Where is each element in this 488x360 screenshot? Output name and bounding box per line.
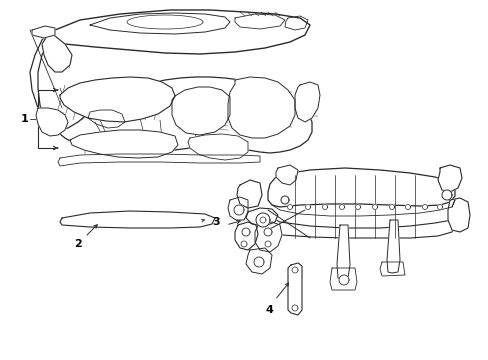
Polygon shape	[379, 262, 404, 276]
Polygon shape	[441, 190, 451, 200]
Polygon shape	[60, 77, 175, 122]
Polygon shape	[275, 165, 297, 185]
Polygon shape	[291, 305, 297, 311]
Polygon shape	[447, 198, 469, 232]
Text: 3: 3	[212, 217, 220, 227]
Text: 2: 2	[74, 239, 81, 249]
Polygon shape	[70, 130, 178, 158]
Polygon shape	[227, 197, 247, 220]
Polygon shape	[287, 263, 302, 315]
Polygon shape	[322, 204, 327, 210]
Polygon shape	[405, 204, 409, 210]
Polygon shape	[234, 205, 244, 215]
Polygon shape	[329, 268, 356, 290]
Polygon shape	[372, 204, 377, 210]
Polygon shape	[227, 77, 294, 138]
Polygon shape	[241, 241, 246, 247]
Polygon shape	[422, 204, 427, 210]
Polygon shape	[256, 213, 269, 227]
Polygon shape	[242, 228, 249, 236]
Polygon shape	[267, 218, 454, 238]
Polygon shape	[42, 32, 72, 72]
Polygon shape	[36, 108, 68, 136]
Polygon shape	[291, 267, 297, 273]
Polygon shape	[32, 26, 55, 38]
Polygon shape	[287, 204, 292, 210]
Polygon shape	[245, 208, 278, 226]
Polygon shape	[355, 204, 360, 210]
Polygon shape	[30, 32, 311, 153]
Polygon shape	[42, 10, 309, 54]
Polygon shape	[437, 204, 442, 210]
Polygon shape	[237, 180, 262, 208]
Polygon shape	[58, 154, 260, 166]
Polygon shape	[437, 165, 461, 192]
Polygon shape	[294, 82, 319, 122]
Polygon shape	[386, 220, 399, 273]
Polygon shape	[254, 222, 282, 252]
Polygon shape	[264, 228, 271, 236]
Polygon shape	[389, 204, 394, 210]
Polygon shape	[267, 168, 454, 207]
Text: 1: 1	[20, 114, 28, 124]
Polygon shape	[253, 257, 264, 267]
Polygon shape	[235, 222, 258, 250]
Polygon shape	[187, 134, 247, 160]
Polygon shape	[172, 87, 229, 135]
Text: 4: 4	[264, 305, 272, 315]
Polygon shape	[245, 248, 271, 274]
Polygon shape	[336, 225, 349, 280]
Polygon shape	[264, 241, 270, 247]
Polygon shape	[339, 204, 344, 210]
Polygon shape	[60, 211, 215, 228]
Polygon shape	[338, 275, 348, 285]
Polygon shape	[305, 204, 310, 210]
Polygon shape	[281, 196, 288, 204]
